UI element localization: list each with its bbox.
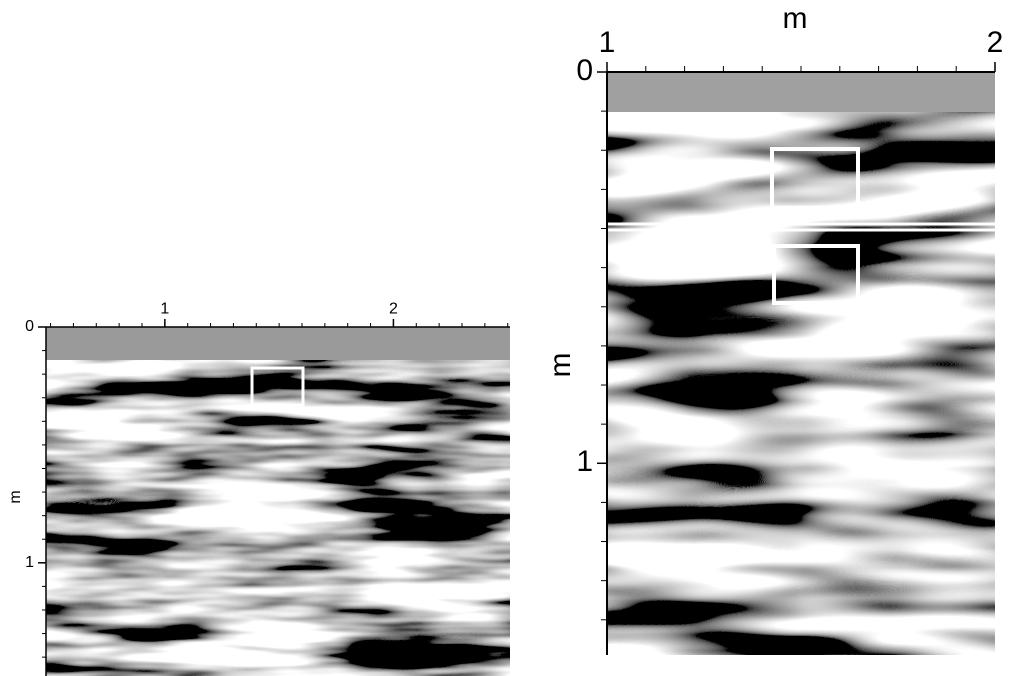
y-tick-label: 1 — [25, 554, 34, 571]
y-tick-label: 1 — [576, 445, 593, 478]
x-tick-label: 2 — [987, 26, 1004, 59]
radargram-texture — [607, 110, 995, 655]
radargram-texture — [46, 360, 510, 676]
air-band — [46, 327, 510, 360]
y-axis-label: m — [544, 353, 577, 378]
x-tick-label: 1 — [160, 301, 169, 318]
x-axis-label: m — [783, 2, 808, 35]
y-tick-label: 0 — [576, 54, 593, 87]
air-band — [607, 72, 995, 112]
y-axis-label: m — [7, 490, 24, 503]
y-tick-label: 0 — [25, 318, 34, 335]
x-tick-label: 1 — [599, 26, 616, 59]
x-tick-label: 2 — [389, 301, 398, 318]
figure: 1201m1201mm — [0, 0, 1010, 676]
